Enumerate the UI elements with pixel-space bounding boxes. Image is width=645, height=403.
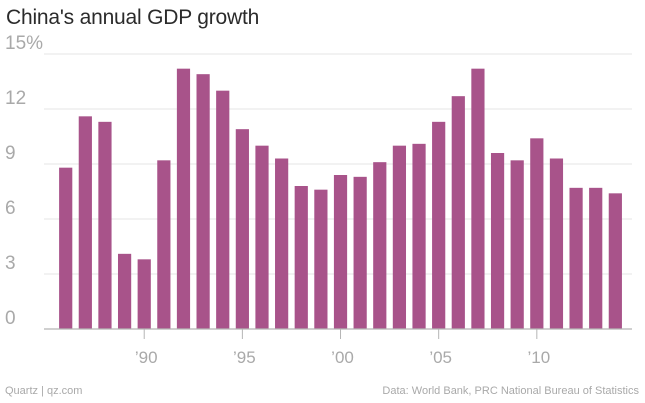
- bar-1986: [59, 167, 73, 329]
- x-axis-ticks: ’90 ’95 ’00 ’05 ’10: [135, 329, 550, 367]
- x-tick-label: ’90: [135, 348, 158, 367]
- bar-2009: [510, 160, 524, 329]
- bar-2003: [392, 145, 407, 329]
- x-tick-label: ’05: [429, 348, 452, 367]
- bar-1988: [98, 121, 112, 329]
- bar-2013: [589, 187, 603, 329]
- bar-1987: [78, 116, 92, 329]
- y-tick-label: 6: [5, 198, 16, 219]
- bar-2008: [490, 153, 505, 329]
- bar-2014: [608, 193, 622, 329]
- data-source: Data: World Bank, PRC National Bureau of…: [382, 385, 639, 397]
- bar-1999: [314, 189, 328, 329]
- x-tick-label: ’10: [527, 348, 550, 367]
- bar-2006: [451, 96, 465, 329]
- bar-2004: [412, 143, 426, 329]
- chart-title: China's annual GDP growth: [6, 6, 260, 29]
- bar-1989: [117, 253, 132, 329]
- bar-1994: [216, 90, 230, 329]
- bar-1997: [275, 158, 289, 329]
- bar-2005: [432, 121, 446, 329]
- y-tick-label: 3: [5, 253, 16, 274]
- bars: [59, 68, 622, 330]
- y-tick-label: 15%: [5, 33, 43, 54]
- source-credit: Quartz | qz.com: [5, 385, 83, 397]
- y-axis-ticks: 0 3 6 9 12 15%: [5, 33, 43, 329]
- bar-1996: [255, 145, 269, 329]
- bar-1990: [137, 259, 151, 329]
- bar-2012: [569, 187, 583, 329]
- bar-1993: [196, 74, 210, 329]
- bar-2002: [373, 162, 387, 329]
- bar-2011: [549, 158, 564, 329]
- bar-2007: [471, 68, 485, 330]
- x-tick-label: ’00: [331, 348, 354, 367]
- y-tick-label: 12: [5, 88, 26, 109]
- x-tick-label: ’95: [233, 348, 256, 367]
- bar-2001: [353, 176, 367, 329]
- bar-1992: [176, 68, 191, 330]
- bar-2010: [530, 138, 544, 329]
- bar-1995: [235, 129, 249, 329]
- y-tick-label: 9: [5, 143, 16, 164]
- y-tick-label: 0: [5, 308, 16, 329]
- bar-2000: [333, 175, 348, 329]
- bar-1991: [157, 160, 171, 329]
- bar-1998: [294, 186, 308, 329]
